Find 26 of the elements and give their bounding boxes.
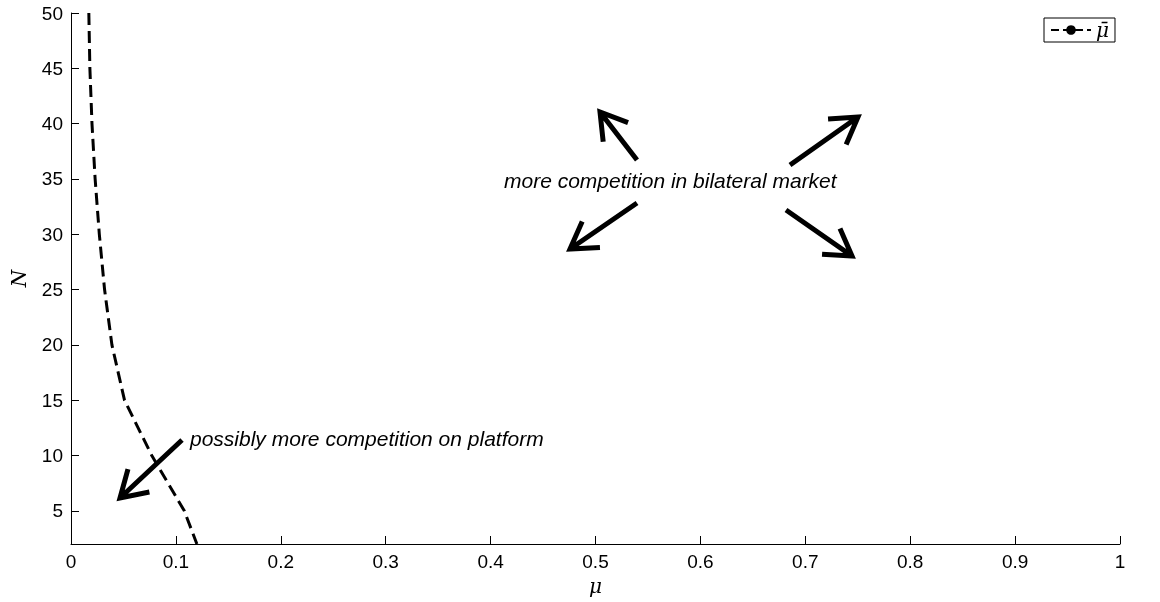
x-tick-label: 0.2 [267,551,295,572]
x-tick-label: 0.7 [792,551,819,572]
x-tick-label: 0.4 [477,551,505,572]
x-tick-label: 0.6 [687,551,714,572]
annotation: possibly more competition on platform [190,427,544,451]
y-tick-label: 40 [41,113,63,135]
y-tick-label: 20 [41,334,63,356]
x-axis-title: μ [589,573,602,598]
y-tick-label: 5 [52,500,63,522]
x-tick-label: 0.9 [1001,551,1029,572]
y-tick-label: 25 [41,279,63,301]
y-axis-title: N [7,268,31,289]
x-tick-label: 1 [1114,551,1126,572]
x-tick-label: 0.1 [162,551,190,572]
y-tick-label: 50 [41,2,63,24]
y-tick-label: 45 [41,57,63,79]
x-tick-label: 0.8 [896,551,924,572]
y-tick-label: 30 [41,223,63,245]
x-tick-label: 0.3 [372,551,399,572]
annotation: more competition in bilateral market [504,169,837,193]
legend-label: μ̄ [1096,18,1109,42]
x-tick-label: 0.5 [582,551,609,572]
y-tick-label: 10 [41,445,63,466]
y-tick-label: 15 [41,389,63,411]
y-tick-label: 35 [41,168,63,190]
x-tick-label: 0 [65,551,77,572]
